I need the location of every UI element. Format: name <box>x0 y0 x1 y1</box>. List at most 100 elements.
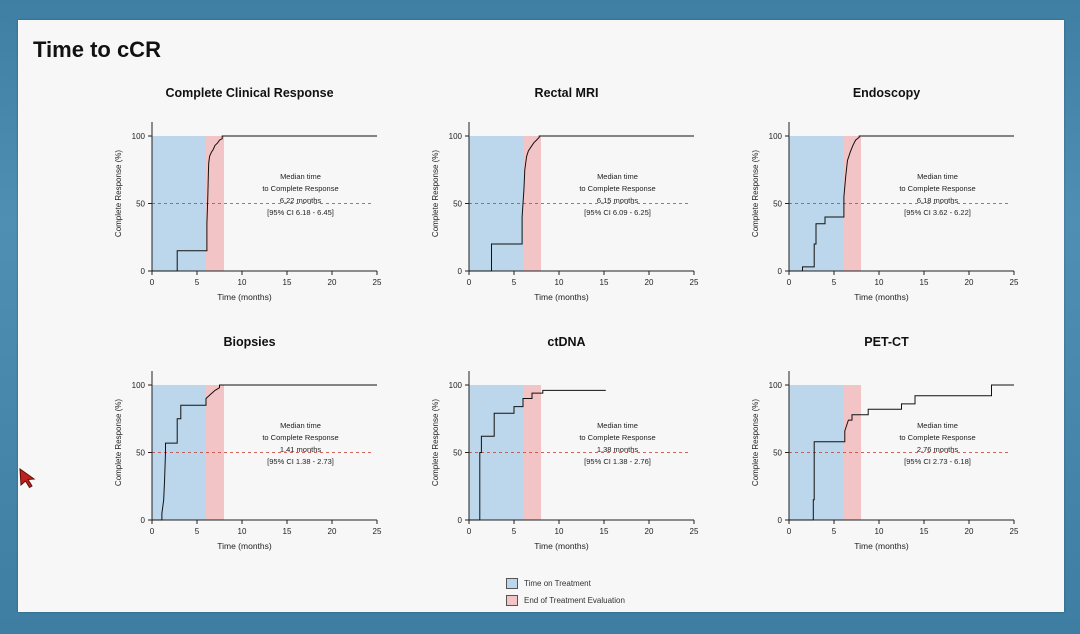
annotation-line: to Complete Response <box>579 433 655 442</box>
x-tick-label: 0 <box>467 278 472 287</box>
y-tick-label: 50 <box>136 200 145 209</box>
annotation-line: Median time <box>597 172 638 181</box>
x-tick-label: 0 <box>150 527 155 536</box>
annotation-line: Median time <box>280 172 321 181</box>
mouse-pointer-icon <box>19 467 36 489</box>
series-line <box>152 135 377 272</box>
y-tick-label: 0 <box>458 267 463 276</box>
x-tick-label: 20 <box>645 278 654 287</box>
chart-title: ctDNA <box>547 335 586 349</box>
x-axis-label: Time (months) <box>534 292 589 302</box>
chart-title: PET-CT <box>864 335 909 349</box>
y-tick-label: 0 <box>458 516 463 525</box>
chart-title: Biopsies <box>223 335 276 349</box>
annotation-line: 1.41 months <box>280 445 322 454</box>
x-tick-label: 20 <box>328 527 337 536</box>
chart-title: Endoscopy <box>852 86 921 100</box>
x-tick-label: 5 <box>832 278 837 287</box>
slide: Time to cCR Complete Clinical Response 0 5… <box>18 20 1064 612</box>
annotation-line: to Complete Response <box>262 433 338 442</box>
series-line <box>152 384 377 521</box>
x-tick-label: 25 <box>690 527 699 536</box>
annotation-line: 6.18 months <box>917 196 959 205</box>
chart-svg: 0 50 100 0 5 10 15 20 25 Time (months) Complete Re… <box>114 122 382 302</box>
x-axis-label: Time (months) <box>217 292 272 302</box>
series-line <box>789 135 1014 272</box>
annotation-line: to Complete Response <box>579 184 655 193</box>
x-tick-label: 20 <box>645 527 654 536</box>
x-axis-label: Time (months) <box>854 541 909 551</box>
x-tick-label: 0 <box>787 527 792 536</box>
annotation-line: 2.76 months <box>917 445 959 454</box>
x-tick-label: 20 <box>965 278 974 287</box>
x-tick-label: 5 <box>195 278 200 287</box>
y-axis-label: Complete Response (%) <box>114 150 123 237</box>
y-tick-label: 0 <box>778 267 783 276</box>
chart-svg: 0 50 100 0 5 10 15 20 25 Time (months) Complete Re… <box>431 371 699 551</box>
chart-svg: 0 50 100 0 5 10 15 20 25 Time (months) Complete Re… <box>751 122 1019 302</box>
x-tick-label: 0 <box>787 278 792 287</box>
series-line <box>469 389 606 521</box>
annotation-line: Median time <box>280 421 321 430</box>
x-tick-label: 5 <box>512 527 517 536</box>
panel-endoscopy: Endoscopy 0 50 100 0 5 10 15 20 25 Time (months) Co… <box>734 86 1039 311</box>
y-axis-label: Complete Response (%) <box>431 150 440 237</box>
y-axis-label: Complete Response (%) <box>751 399 760 486</box>
x-axis-label: Time (months) <box>217 541 272 551</box>
panel-biopsies: Biopsies 0 50 100 0 5 10 15 20 25 Time (months) Com… <box>97 335 402 560</box>
annotation-line: 6.15 months <box>597 196 639 205</box>
annotation-line: [95% CI 1.38 - 2.73] <box>267 457 334 466</box>
chart-svg: 0 50 100 0 5 10 15 20 25 Time (months) Complete Re… <box>751 371 1019 551</box>
series-line <box>469 135 694 272</box>
x-tick-label: 15 <box>600 527 609 536</box>
annotation-line: [95% CI 6.18 - 6.45] <box>267 208 334 217</box>
x-tick-label: 15 <box>920 527 929 536</box>
x-tick-label: 25 <box>690 278 699 287</box>
y-tick-label: 0 <box>778 516 783 525</box>
legend-swatch-treatment <box>506 577 518 589</box>
y-tick-label: 100 <box>132 381 146 390</box>
panel-rectal-mri: Rectal MRI 0 50 100 0 5 10 15 20 25 Time (months) C… <box>414 86 719 311</box>
annotation-line: Median time <box>917 421 958 430</box>
x-tick-label: 25 <box>373 527 382 536</box>
annotation-line: [95% CI 1.38 - 2.76] <box>584 457 651 466</box>
slide-title: Time to cCR <box>33 37 161 62</box>
chart-title: Complete Clinical Response <box>165 86 334 100</box>
x-tick-label: 5 <box>832 527 837 536</box>
legend-label-treatment: Time on Treatment <box>524 578 591 588</box>
series-line <box>789 384 1014 521</box>
x-tick-label: 10 <box>555 278 564 287</box>
x-tick-label: 20 <box>328 278 337 287</box>
annotation-line: [95% CI 3.62 - 6.22] <box>904 208 971 217</box>
x-tick-label: 10 <box>238 527 247 536</box>
x-tick-label: 5 <box>512 278 517 287</box>
x-tick-label: 10 <box>555 527 564 536</box>
y-tick-label: 100 <box>132 132 146 141</box>
annotation-line: to Complete Response <box>262 184 338 193</box>
x-tick-label: 25 <box>373 278 382 287</box>
x-axis-label: Time (months) <box>854 292 909 302</box>
x-tick-label: 15 <box>920 278 929 287</box>
y-tick-label: 100 <box>769 132 783 141</box>
y-axis-label: Complete Response (%) <box>431 399 440 486</box>
legend-label-evaluation: End of Treatment Evaluation <box>524 595 625 605</box>
annotation-line: Median time <box>597 421 638 430</box>
y-tick-label: 50 <box>773 200 782 209</box>
annotation-line: Median time <box>917 172 958 181</box>
annotation-line: 1.38 months <box>597 445 639 454</box>
y-tick-label: 0 <box>141 267 146 276</box>
annotation-line: 6.22 months <box>280 196 322 205</box>
annotation-line: to Complete Response <box>899 184 975 193</box>
y-tick-label: 50 <box>453 449 462 458</box>
x-tick-label: 5 <box>195 527 200 536</box>
x-tick-label: 15 <box>283 278 292 287</box>
y-tick-label: 100 <box>449 132 463 141</box>
x-tick-label: 0 <box>467 527 472 536</box>
x-tick-label: 0 <box>150 278 155 287</box>
legend-item-evaluation: End of Treatment Evaluation <box>506 593 625 607</box>
annotation-line: [95% CI 6.09 - 6.25] <box>584 208 651 217</box>
legend-swatch-evaluation <box>506 594 518 606</box>
y-tick-label: 100 <box>769 381 783 390</box>
legend-item-treatment: Time on Treatment <box>506 576 625 590</box>
y-tick-label: 50 <box>136 449 145 458</box>
